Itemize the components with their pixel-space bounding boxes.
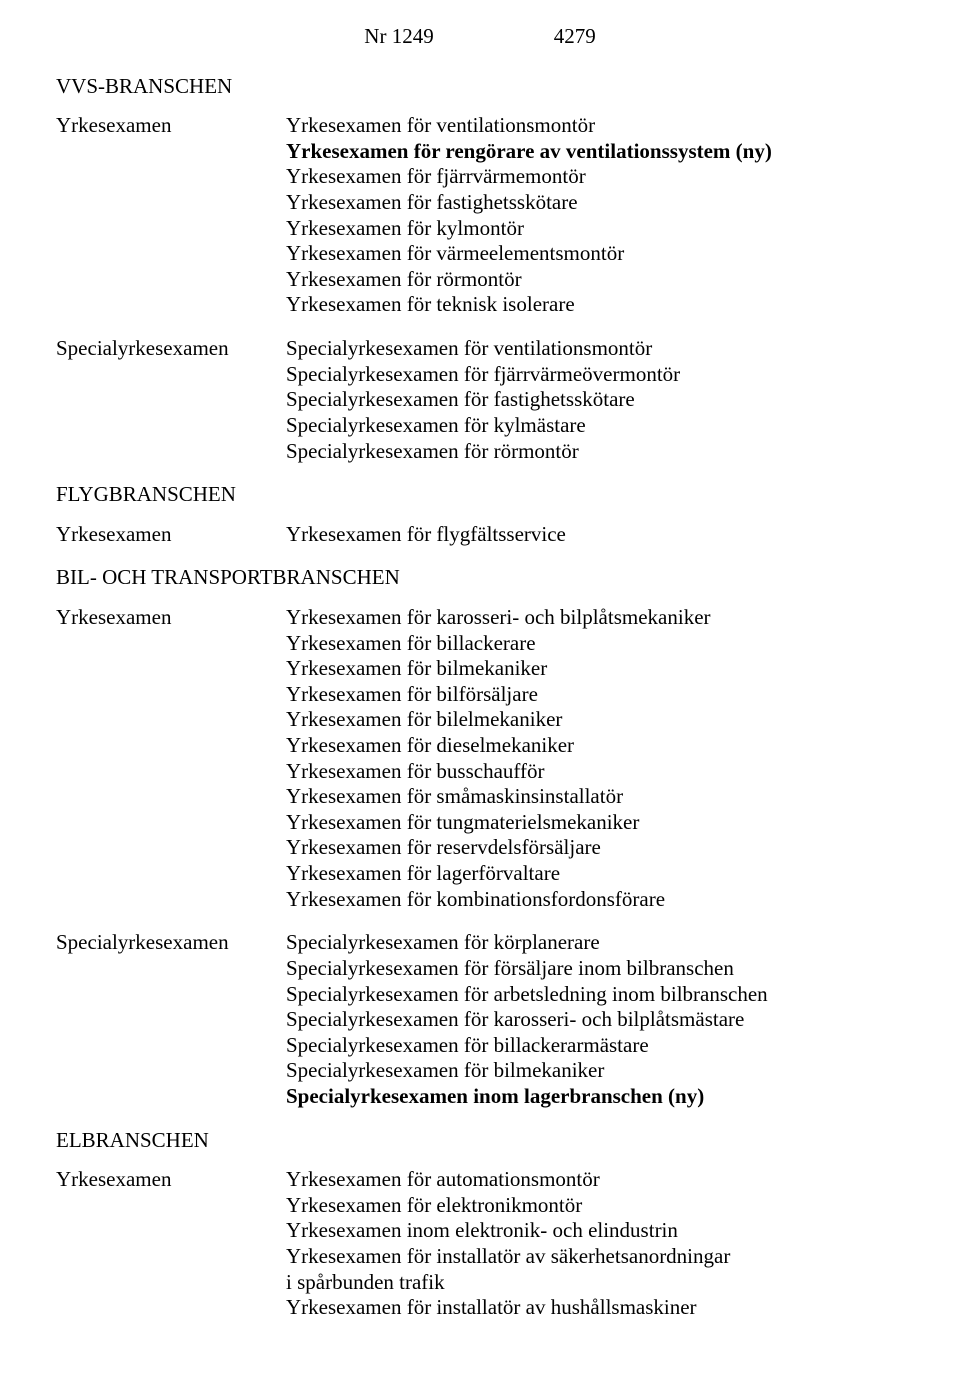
bil-yrkes-list: Yrkesexamen för karosseri- och bilplåtsm… — [286, 605, 904, 912]
list-item: Yrkesexamen för installatör av hushållsm… — [286, 1295, 904, 1321]
vvs-yrkes-row: Yrkesexamen Yrkesexamen för ventilations… — [56, 113, 904, 318]
list-item: Specialyrkesexamen för fastighetsskötare — [286, 387, 904, 413]
list-item: Yrkesexamen för busschaufför — [286, 759, 904, 785]
list-item: Yrkesexamen för ventilationsmontör — [286, 113, 904, 139]
list-item: Yrkesexamen för rörmontör — [286, 267, 904, 293]
list-item: Specialyrkesexamen inom lagerbranschen (… — [286, 1084, 904, 1110]
list-item: Yrkesexamen för bilmekaniker — [286, 656, 904, 682]
list-item: Yrkesexamen för teknisk isolerare — [286, 292, 904, 318]
branch-title-el: ELBRANSCHEN — [56, 1128, 904, 1154]
branch-title-vvs: VVS-BRANSCHEN — [56, 74, 904, 100]
list-item: Specialyrkesexamen för körplanerare — [286, 930, 904, 956]
page: Nr 1249 4279 VVS-BRANSCHEN Yrkesexamen Y… — [0, 0, 960, 1392]
el-yrkes-list: Yrkesexamen för automationsmontörYrkesex… — [286, 1167, 904, 1321]
flyg-yrkes-row: Yrkesexamen Yrkesexamen för flygfältsser… — [56, 522, 904, 548]
list-item: Yrkesexamen för bilelmekaniker — [286, 707, 904, 733]
label-yrkes: Yrkesexamen — [56, 113, 286, 139]
list-item: Yrkesexamen för flygfältsservice — [286, 522, 904, 548]
bil-special-list: Specialyrkesexamen för körplanerareSpeci… — [286, 930, 904, 1109]
list-item: Specialyrkesexamen för rörmontör — [286, 439, 904, 465]
header-right: 4279 — [554, 24, 596, 50]
list-item: Specialyrkesexamen för arbetsledning ino… — [286, 982, 904, 1008]
list-item: Yrkesexamen för tungmaterielsmekaniker — [286, 810, 904, 836]
label-special: Specialyrkesexamen — [56, 336, 286, 362]
bil-special-row: Specialyrkesexamen Specialyrkesexamen fö… — [56, 930, 904, 1109]
label-special: Specialyrkesexamen — [56, 930, 286, 956]
list-item: Yrkesexamen för rengörare av ventilation… — [286, 139, 904, 165]
list-item: Yrkesexamen för automationsmontör — [286, 1167, 904, 1193]
list-item: Yrkesexamen för elektronikmontör — [286, 1193, 904, 1219]
list-item: Yrkesexamen för karosseri- och bilplåtsm… — [286, 605, 904, 631]
branch-title-flyg: FLYGBRANSCHEN — [56, 482, 904, 508]
vvs-special-list: Specialyrkesexamen för ventilationsmontö… — [286, 336, 904, 464]
label-yrkes: Yrkesexamen — [56, 605, 286, 631]
list-item: Yrkesexamen för installatör av säkerhets… — [286, 1244, 904, 1270]
list-item: Yrkesexamen för dieselmekaniker — [286, 733, 904, 759]
list-item: Yrkesexamen för billackerare — [286, 631, 904, 657]
list-item: Yrkesexamen för kylmontör — [286, 216, 904, 242]
list-item: i spårbunden trafik — [286, 1270, 904, 1296]
list-item: Yrkesexamen för fjärrvärmemontör — [286, 164, 904, 190]
vvs-special-row: Specialyrkesexamen Specialyrkesexamen fö… — [56, 336, 904, 464]
branch-title-bil: BIL- OCH TRANSPORTBRANSCHEN — [56, 565, 904, 591]
list-item: Specialyrkesexamen för bilmekaniker — [286, 1058, 904, 1084]
bil-yrkes-row: Yrkesexamen Yrkesexamen för karosseri- o… — [56, 605, 904, 912]
page-header: Nr 1249 4279 — [56, 24, 904, 50]
list-item: Specialyrkesexamen för billackerarmästar… — [286, 1033, 904, 1059]
flyg-yrkes-list: Yrkesexamen för flygfältsservice — [286, 522, 904, 548]
list-item: Yrkesexamen inom elektronik- och elindus… — [286, 1218, 904, 1244]
list-item: Yrkesexamen för kombinationsfordonsförar… — [286, 887, 904, 913]
el-yrkes-row: Yrkesexamen Yrkesexamen för automationsm… — [56, 1167, 904, 1321]
list-item: Specialyrkesexamen för försäljare inom b… — [286, 956, 904, 982]
vvs-yrkes-list: Yrkesexamen för ventilationsmontörYrkese… — [286, 113, 904, 318]
list-item: Yrkesexamen för lagerförvaltare — [286, 861, 904, 887]
list-item: Specialyrkesexamen för karosseri- och bi… — [286, 1007, 904, 1033]
list-item: Yrkesexamen för småmaskinsinstallatör — [286, 784, 904, 810]
list-item: Yrkesexamen för fastighetsskötare — [286, 190, 904, 216]
list-item: Yrkesexamen för bilförsäljare — [286, 682, 904, 708]
list-item: Yrkesexamen för reservdelsförsäljare — [286, 835, 904, 861]
label-yrkes: Yrkesexamen — [56, 1167, 286, 1193]
list-item: Specialyrkesexamen för kylmästare — [286, 413, 904, 439]
list-item: Specialyrkesexamen för fjärrvärmeövermon… — [286, 362, 904, 388]
header-left: Nr 1249 — [364, 24, 433, 50]
label-yrkes: Yrkesexamen — [56, 522, 286, 548]
list-item: Yrkesexamen för värmeelementsmontör — [286, 241, 904, 267]
list-item: Specialyrkesexamen för ventilationsmontö… — [286, 336, 904, 362]
